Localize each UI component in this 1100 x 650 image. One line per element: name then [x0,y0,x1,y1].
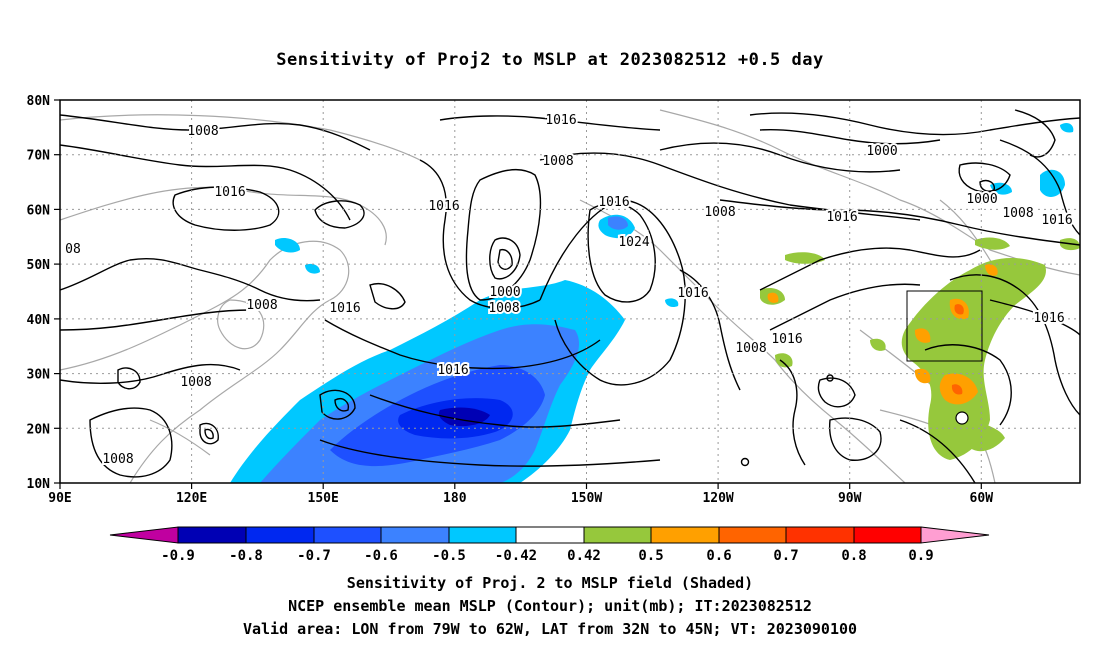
colorbar-box [583,526,652,544]
contour-label: 1016 [214,185,245,200]
lon-label: 180 [443,491,467,506]
colorbar-box [380,526,450,544]
colorbar [109,526,990,544]
lat-label: 10N [27,477,51,492]
colorbar-label: 0.42 [567,548,601,564]
colorbar-label: 0.6 [706,548,731,564]
contour-label: 1008 [704,205,735,220]
contour-label: 1016 [1033,311,1064,326]
contour-label: 1008 [542,154,573,169]
contour-label: 1000 [489,285,520,300]
lat-label: 70N [27,149,51,164]
colorbar-left-arrow [109,526,179,544]
contour-label: 1016 [1041,213,1072,228]
caption-line-2: NCEP ensemble mean MSLP (Contour); unit(… [288,597,812,615]
map-plot-area: 1008 1016 1008 1016 1016 1016 1024 1000 … [60,100,1080,483]
contour-label: 1008 [488,301,519,316]
lat-label: 80N [27,94,51,109]
caption-line-3: Valid area: LON from 79W to 62W, LAT fro… [242,620,858,638]
contour-label: 1024 [618,235,649,250]
graticule [60,100,1080,483]
lat-label: 20N [27,422,51,437]
sensitivity-shading [230,122,1080,483]
colorbar-box [245,526,315,544]
lon-label: 60W [970,491,994,506]
colorbar-box [448,526,517,544]
colorbar-label: 0.7 [773,548,798,564]
colorbar-label: -0.9 [161,548,195,564]
lon-label: 150E [308,491,339,506]
contour-label: 1008 [246,298,277,313]
contour-label: 1016 [677,286,708,301]
colorbar-label: -0.6 [364,548,398,564]
colorbar-labels: -0.9 -0.8 -0.7 -0.6 -0.5 -0.42 0.42 0.5 … [161,548,934,564]
contour-label: 1016 [437,363,468,378]
contour-label: 1008 [735,341,766,356]
contour-label: 1016 [598,195,629,210]
colorbar-box [718,526,787,544]
contour-label: 1008 [180,375,211,390]
colorbar-label: -0.5 [432,548,466,564]
lon-label: 150W [571,491,602,506]
colorbar-box [853,526,922,544]
contour-label: 1000 [966,192,997,207]
mslp-contours [60,109,1080,483]
contour-label: 1016 [826,210,857,225]
contour-label: 1016 [329,301,360,316]
lat-label: 30N [27,368,51,383]
lat-label: 60N [27,203,51,218]
colorbar-box [785,526,855,544]
contour-label: 1016 [545,113,576,128]
contour-labels: 1008 1016 1008 1016 1016 1016 1024 1000 … [63,111,1074,469]
contour-label: 1008 [1002,206,1033,221]
lon-label: 120W [702,491,733,506]
lon-label: 90E [48,491,71,506]
lat-label: 40N [27,313,51,328]
map-title: Sensitivity of Proj2 to MSLP at 20230825… [276,50,824,70]
contour-label: 1016 [428,199,459,214]
contour-label: 1016 [771,332,802,347]
colorbar-label: -0.7 [297,548,331,564]
contour-label: 1008 [187,124,218,139]
colorbar-label: 0.8 [841,548,866,564]
contour-label: 1008 [102,452,133,467]
lon-label: 120E [176,491,207,506]
colorbar-box [313,526,382,544]
contour-label: 08 [65,242,81,257]
lat-label: 50N [27,258,51,273]
colorbar-box [177,526,247,544]
lon-label: 90W [838,491,862,506]
colorbar-label: -0.42 [495,548,537,564]
valid-area-box [906,290,983,362]
colorbar-box [515,526,585,544]
colorbar-box [650,526,720,544]
contour-label: 1000 [866,144,897,159]
caption-line-1: Sensitivity of Proj. 2 to MSLP field (Sh… [346,574,754,592]
latitude-labels: 80N 70N 60N 50N 40N 30N 20N 10N [27,94,51,492]
colorbar-label: -0.8 [229,548,263,564]
longitude-labels: 90E 120E 150E 180 150W 120W 90W 60W [48,491,993,506]
colorbar-label: 0.9 [908,548,933,564]
axis-ticks [54,99,982,489]
colorbar-right-arrow [920,526,990,544]
colorbar-label: 0.5 [638,548,663,564]
plot-frame [59,99,1081,484]
